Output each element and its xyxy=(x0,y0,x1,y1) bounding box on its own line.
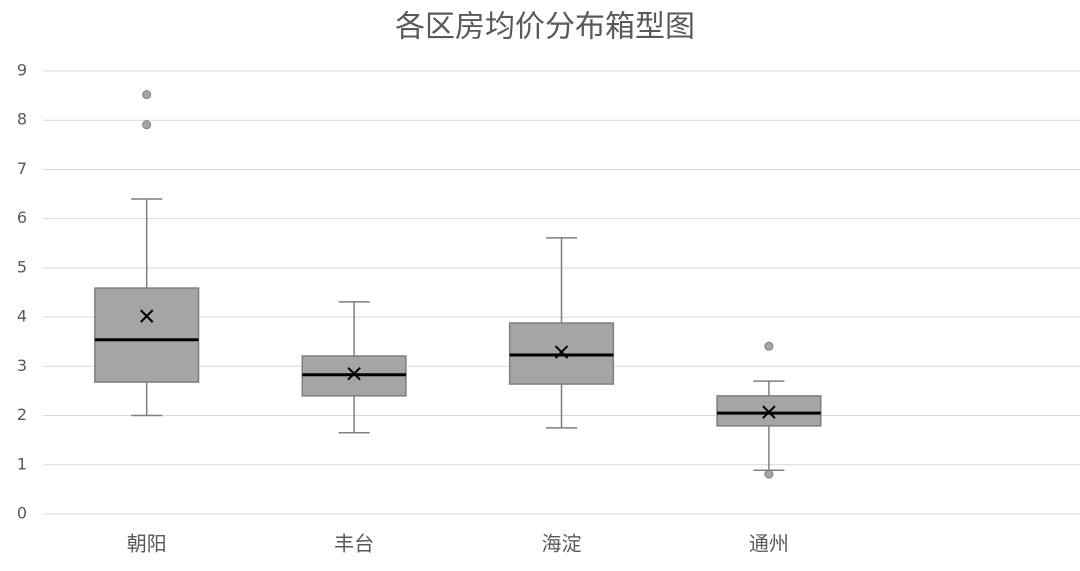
mean-marker xyxy=(762,405,776,419)
outlier xyxy=(764,469,774,479)
mean-marker xyxy=(139,309,154,323)
x-tick-label: 朝阳 xyxy=(127,532,167,556)
y-tick-label: 9 xyxy=(17,61,27,80)
y-tick-label: 7 xyxy=(17,159,27,178)
y-tick-label: 8 xyxy=(17,110,27,129)
x-tick-label: 海淀 xyxy=(542,532,582,556)
mean-marker xyxy=(554,345,569,359)
x-tick-label: 通州 xyxy=(749,532,789,556)
outlier xyxy=(142,120,152,130)
y-tick-label: 6 xyxy=(17,208,27,227)
outlier xyxy=(764,341,774,351)
mean-marker xyxy=(347,367,361,381)
y-tick-label: 4 xyxy=(17,307,27,326)
y-tick-label: 2 xyxy=(17,405,27,424)
y-tick-label: 3 xyxy=(17,356,27,375)
x-tick-label: 丰台 xyxy=(334,532,374,556)
chart-title: 各区房均价分布箱型图 xyxy=(395,10,695,45)
y-tick-label: 0 xyxy=(17,504,27,523)
y-tick-label: 1 xyxy=(17,454,27,473)
outlier xyxy=(142,90,152,100)
y-tick-label: 5 xyxy=(17,257,27,276)
box xyxy=(94,287,200,383)
